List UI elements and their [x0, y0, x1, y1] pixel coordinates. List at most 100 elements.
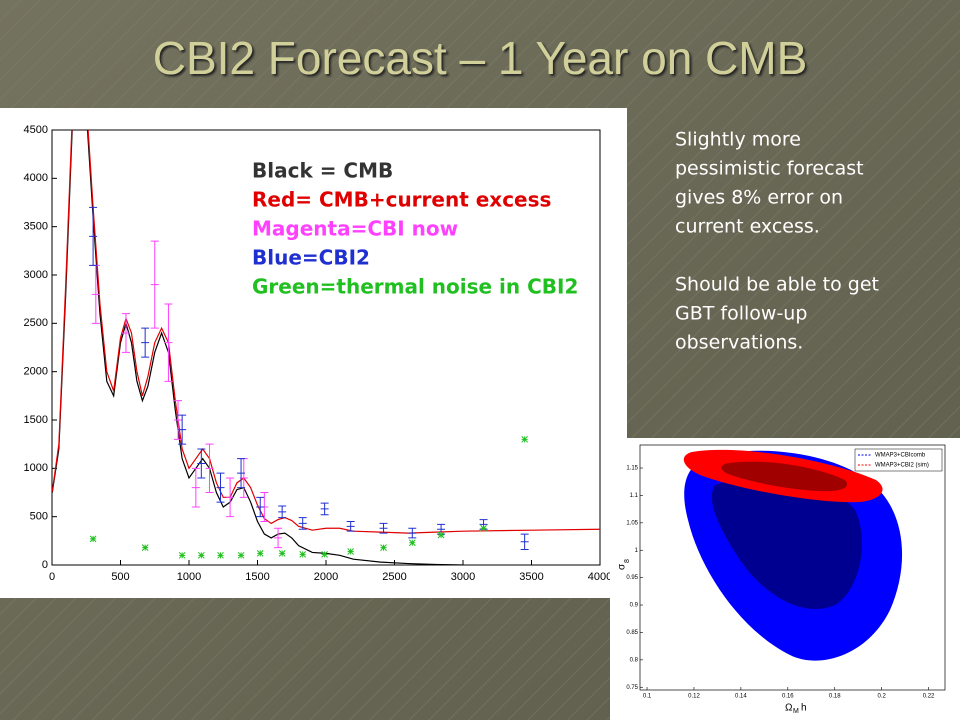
x-axis-label-tail: h: [801, 703, 807, 714]
y-tick-label: 1.1: [630, 493, 639, 499]
error-bar: [260, 492, 269, 522]
star-point: [408, 539, 416, 547]
star-point: [256, 550, 264, 557]
note-line: observations.: [675, 332, 803, 354]
x-tick-label: 500: [111, 571, 129, 583]
x-tick-label: 0.18: [829, 694, 841, 700]
error-bar: [141, 327, 150, 358]
x-tick-label: 1500: [245, 571, 269, 583]
y-tick-label: 3500: [24, 221, 48, 233]
main-plot: 0 500 1000 1500 2000 2500 3000 3500 4000 0 500 1000…: [24, 124, 613, 583]
error-bar: [205, 443, 214, 493]
contour-plot: 0.1 0.12 0.14 0.16 0.18 0.2 0.22 0.75 0.8 0.85 0.9…: [617, 448, 943, 715]
star-point: [380, 544, 387, 551]
contour-frame: [639, 444, 946, 691]
x-axis-label: Ω: [785, 703, 793, 714]
star-point: [480, 524, 487, 532]
error-bar: [274, 527, 283, 549]
error-bar: [520, 533, 529, 551]
x-tick-label: 0: [49, 571, 55, 583]
star-point: [521, 435, 529, 443]
legend-entry: Black = CMB: [252, 159, 393, 183]
y-axis-label: σ: [617, 563, 628, 570]
note-line: Slightly more: [675, 129, 801, 151]
x-tick-label: 1000: [177, 571, 201, 583]
y-tick-label: 0.85: [626, 630, 638, 636]
note-line: current excess.: [675, 216, 820, 238]
legend-entry: WMAP3+CBI2 (sim): [875, 463, 929, 469]
error-bar: [320, 502, 329, 516]
star-point: [197, 551, 205, 559]
y-tick-label: 4000: [24, 172, 48, 184]
error-bar: [174, 400, 183, 440]
note-line: Should be able to get: [675, 274, 879, 296]
note-line: GBT follow-up: [675, 303, 807, 325]
x-tick-label: 4000: [588, 571, 612, 583]
star-point: [89, 535, 97, 543]
x-tick-label: 0.12: [688, 694, 700, 700]
curve: [52, 130, 600, 534]
x-tick-label: 3500: [519, 571, 543, 583]
legend-box: [854, 448, 943, 472]
error-bar: [197, 448, 206, 479]
y-tick-label: 0: [42, 559, 48, 571]
y-tick-label: 500: [30, 511, 48, 523]
error-bar: [191, 467, 200, 508]
error-bar: [226, 477, 235, 518]
y-tick-label: 1.05: [626, 520, 638, 526]
note-line: gives 8% error on: [675, 187, 843, 209]
star-point: [299, 551, 307, 558]
y-tick-label: 1000: [24, 462, 48, 474]
contour-inner: [711, 477, 863, 609]
plot-area: [52, 130, 600, 565]
error-bar: [379, 522, 388, 534]
x-tick-label: 3000: [451, 571, 475, 583]
error-bar: [121, 313, 130, 353]
y-tick-label: 4500: [24, 124, 48, 136]
x-tick-label: 0.22: [923, 694, 935, 700]
y-tick-label: 0.75: [626, 685, 638, 691]
error-bar: [178, 414, 187, 445]
star-point: [437, 531, 445, 539]
x-tick-label: 0.16: [782, 694, 794, 700]
error-bar: [150, 240, 159, 329]
y-tick-label: 0.9: [630, 603, 639, 609]
error-bar: [239, 458, 248, 498]
error-bar: [278, 505, 287, 519]
error-bar: [256, 496, 265, 518]
x-axis-label-sub: M: [793, 708, 799, 715]
star-point: [178, 551, 186, 559]
x-tick-label: 2000: [314, 571, 338, 583]
y-tick-label: 0.8: [630, 657, 639, 663]
contour-red-inner: [721, 461, 848, 492]
y-tick-label: 0.95: [626, 575, 638, 581]
star-point: [237, 551, 245, 559]
x-tick-label: 2500: [382, 571, 406, 583]
star-point: [278, 550, 286, 557]
legend-entry: Magenta=CBI now: [252, 217, 458, 241]
x-tick-label: 0.14: [735, 694, 747, 700]
x-tick-label: 0.1: [643, 694, 652, 700]
star-point: [321, 551, 328, 558]
legend-entry: Red= CMB+current excess: [252, 188, 551, 212]
star-point: [347, 548, 355, 555]
error-bar: [164, 303, 173, 382]
y-tick-label: 1500: [24, 414, 48, 426]
x-tick-label: 0.2: [877, 694, 886, 700]
y-tick-label: 1.15: [626, 466, 638, 472]
slide-title: CBI2 Forecast – 1 Year on CMB: [153, 32, 808, 84]
star-point: [141, 544, 149, 551]
y-tick-label: 2000: [24, 366, 48, 378]
star-point: [217, 551, 224, 559]
y-tick-label: 1: [635, 548, 639, 554]
error-bar: [346, 521, 355, 532]
legend-entry: WMAP3+CBIcomb: [875, 453, 926, 459]
legend-entry: Green=thermal noise in CBI2: [252, 275, 578, 299]
note-line: pessimistic forecast: [675, 158, 864, 180]
y-axis-label-sub: 8: [624, 559, 631, 563]
error-bar: [89, 206, 98, 266]
legend-entry: Blue=CBI2: [252, 246, 370, 270]
error-bar: [408, 527, 417, 539]
error-bar: [237, 458, 246, 489]
